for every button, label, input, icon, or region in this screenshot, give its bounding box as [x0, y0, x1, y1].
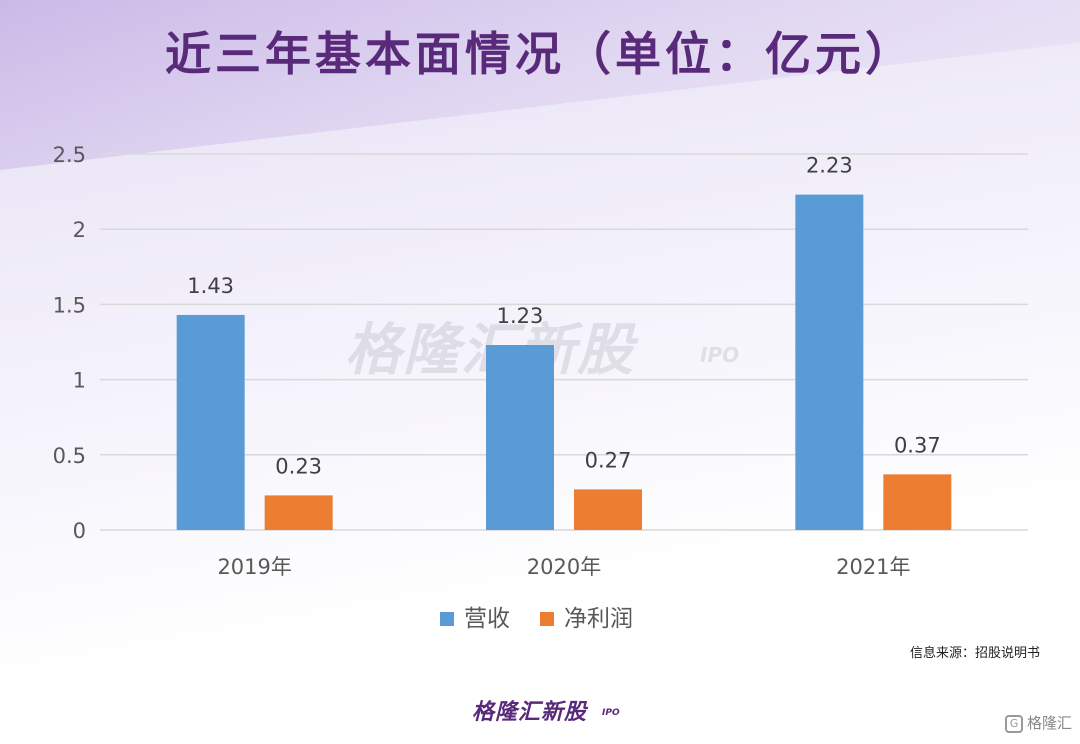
legend-swatch: [440, 612, 454, 626]
legend-label: 营收: [464, 606, 510, 632]
brand-logo: 格隆汇新股: [472, 700, 588, 725]
legend-swatch: [540, 612, 554, 626]
y-tick-label: 1.5: [53, 293, 86, 317]
bar: [176, 314, 245, 530]
data-label: 0.27: [585, 448, 632, 472]
y-tick-label: 2.5: [53, 143, 86, 167]
y-tick-label: 2: [73, 218, 86, 242]
page-title: 近三年基本面情况（单位：亿元）: [165, 27, 915, 81]
source-note: 信息来源：招股说明书: [909, 646, 1040, 661]
logo-icon: G: [1004, 714, 1023, 733]
data-label: 2.23: [806, 154, 853, 178]
data-label: 0.23: [275, 454, 322, 478]
data-label: 0.37: [894, 433, 941, 457]
legend-label: 净利润: [564, 606, 633, 632]
corner-watermark: G 格隆汇: [1004, 712, 1072, 733]
bar-chart: 0 0.5 1 1.5 2 2.5 1.43 0.23 2019年 1.23 0.27 2020年 2.…: [53, 143, 1028, 632]
data-label: 1.23: [497, 304, 544, 328]
bar: [795, 194, 864, 530]
data-label: 1.43: [187, 274, 234, 298]
bar: [574, 489, 642, 530]
bar: [486, 345, 554, 530]
x-tick-label: 2020年: [527, 555, 601, 579]
bar: [264, 495, 333, 530]
y-tick-label: 0.5: [53, 444, 86, 468]
x-tick-label: 2019年: [217, 555, 291, 579]
y-tick-label: 0: [73, 519, 86, 543]
y-tick-label: 1: [73, 369, 86, 393]
brand-logo-sub: IPO: [602, 708, 620, 718]
corner-watermark-text: 格隆汇: [1026, 714, 1072, 732]
bar: [883, 474, 952, 530]
x-tick-label: 2021年: [836, 555, 910, 579]
watermark-sub: IPO: [700, 343, 740, 367]
